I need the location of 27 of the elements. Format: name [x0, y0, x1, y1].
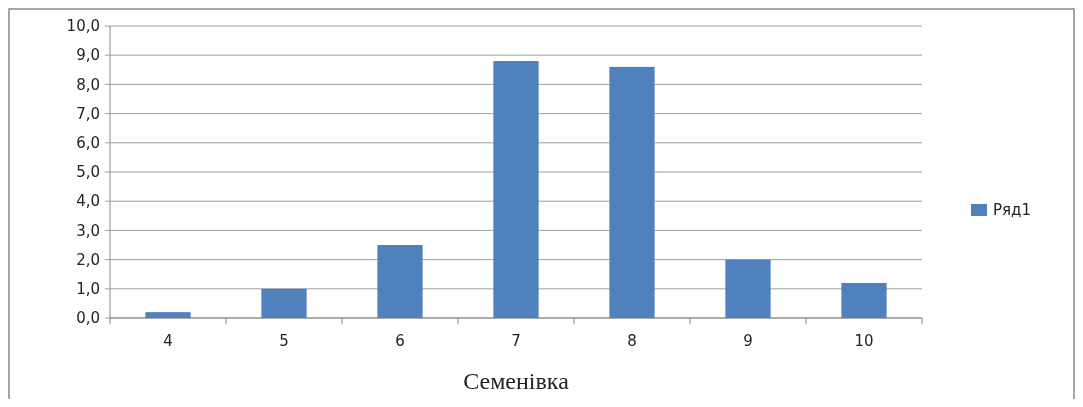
y-tick-label: 4,0 — [76, 192, 100, 211]
x-axis-title: Семенівка — [463, 368, 570, 394]
y-tick-label: 8,0 — [76, 75, 100, 94]
y-tick-label: 1,0 — [76, 280, 100, 299]
x-tick-label: 7 — [511, 332, 521, 350]
y-tick-label: 6,0 — [76, 134, 100, 153]
y-tick-label: 10,0 — [66, 17, 100, 36]
x-tick-label: 10 — [854, 332, 874, 350]
bar — [377, 245, 423, 318]
bar — [145, 312, 191, 318]
y-tick-label: 5,0 — [76, 163, 100, 182]
y-tick-label: 0,0 — [76, 309, 100, 328]
x-tick-label: 4 — [163, 332, 173, 350]
bar — [841, 282, 887, 318]
y-tick-label: 2,0 — [76, 250, 100, 269]
x-tick-label: 9 — [743, 332, 753, 350]
y-tick-label: 9,0 — [76, 46, 100, 65]
x-tick-label: 6 — [395, 332, 405, 350]
y-tick-label: 7,0 — [76, 104, 100, 123]
bar — [493, 61, 539, 318]
x-tick-label: 5 — [279, 332, 289, 350]
legend-label: Ряд1 — [993, 201, 1031, 220]
y-tick-label: 3,0 — [76, 221, 100, 240]
x-tick-label: 8 — [627, 332, 637, 350]
bar — [725, 259, 771, 318]
bar — [261, 288, 307, 318]
bar — [609, 66, 655, 318]
